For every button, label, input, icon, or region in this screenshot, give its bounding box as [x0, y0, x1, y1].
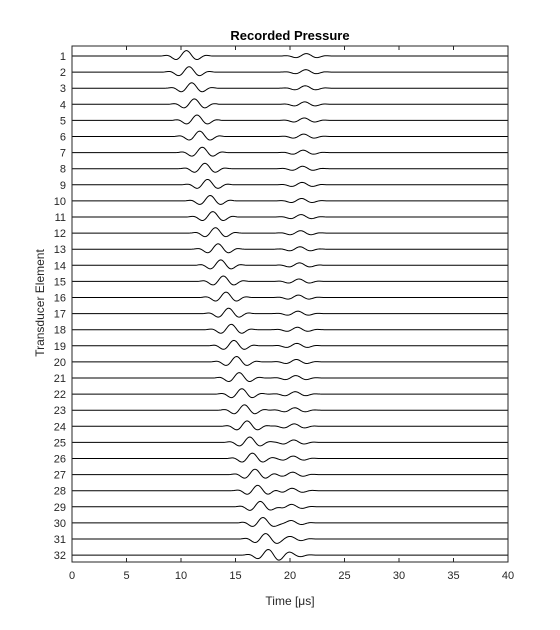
- trace-element-16: [72, 291, 508, 302]
- x-tick-label-0: 0: [69, 570, 75, 582]
- trace-element-32: [72, 548, 508, 561]
- x-tick-label-10: 10: [175, 570, 187, 582]
- y-tick-label-24: 24: [54, 421, 66, 433]
- y-tick-label-4: 4: [60, 99, 66, 111]
- y-tick-label-20: 20: [54, 357, 66, 369]
- y-tick-label-25: 25: [54, 437, 66, 449]
- y-tick-label-6: 6: [60, 132, 66, 144]
- trace-element-22: [72, 388, 508, 399]
- trace-element-15: [72, 275, 508, 286]
- trace-element-19: [72, 339, 508, 350]
- trace-element-25: [72, 436, 508, 447]
- y-tick-label-7: 7: [60, 148, 66, 160]
- trace-element-10: [72, 194, 508, 205]
- y-tick-label-2: 2: [60, 67, 66, 79]
- chart-title: Recorded Pressure: [230, 28, 349, 43]
- y-tick-label-22: 22: [54, 389, 66, 401]
- y-tick-label-1: 1: [60, 51, 66, 63]
- y-tick-label-14: 14: [54, 260, 66, 272]
- trace-element-7: [72, 146, 508, 157]
- trace-element-13: [72, 243, 508, 254]
- trace-element-31: [72, 533, 508, 544]
- trace-element-9: [72, 178, 508, 189]
- y-tick-label-30: 30: [54, 518, 66, 530]
- trace-element-24: [72, 420, 508, 431]
- x-axis-label: Time [μs]: [265, 594, 314, 608]
- trace-element-2: [72, 66, 508, 77]
- y-tick-label-9: 9: [60, 180, 66, 192]
- trace-element-3: [72, 82, 508, 93]
- trace-element-28: [72, 484, 508, 495]
- y-tick-label-3: 3: [60, 83, 66, 95]
- plot-frame: [71, 45, 509, 563]
- trace-element-8: [72, 162, 508, 173]
- trace-element-21: [72, 372, 508, 383]
- y-tick-label-31: 31: [54, 534, 66, 546]
- y-tick-label-18: 18: [54, 325, 66, 337]
- y-tick-label-5: 5: [60, 115, 66, 127]
- x-tick-label-15: 15: [229, 570, 241, 582]
- y-tick-label-15: 15: [54, 276, 66, 288]
- y-tick-label-8: 8: [60, 164, 66, 176]
- y-tick-label-17: 17: [54, 309, 66, 321]
- trace-element-29: [72, 500, 508, 511]
- x-tick-label-40: 40: [502, 570, 514, 582]
- trace-element-4: [72, 98, 508, 109]
- y-tick-label-28: 28: [54, 486, 66, 498]
- x-tick-label-5: 5: [123, 570, 129, 582]
- trace-group: [72, 50, 508, 561]
- y-tick-labels: 1234567891011121314151617181920212223242…: [54, 51, 66, 562]
- x-ticks: 0 5 10 15 20 25 30 35 40: [69, 46, 514, 582]
- x-tick-label-30: 30: [393, 570, 405, 582]
- trace-element-30: [72, 516, 508, 527]
- trace-element-5: [72, 114, 508, 125]
- y-tick-label-23: 23: [54, 405, 66, 417]
- y-tick-label-32: 32: [54, 550, 66, 562]
- y-tick-label-21: 21: [54, 373, 66, 385]
- trace-element-17: [72, 307, 508, 318]
- y-tick-label-16: 16: [54, 293, 66, 305]
- x-tick-label-25: 25: [338, 570, 350, 582]
- y-tick-label-27: 27: [54, 470, 66, 482]
- trace-element-6: [72, 130, 508, 141]
- y-tick-label-13: 13: [54, 244, 66, 256]
- trace-element-18: [72, 323, 508, 334]
- x-tick-label-20: 20: [284, 570, 296, 582]
- x-tick-label-35: 35: [447, 570, 459, 582]
- trace-element-14: [72, 259, 508, 270]
- y-tick-label-19: 19: [54, 341, 66, 353]
- trace-element-26: [72, 452, 508, 463]
- trace-element-20: [72, 356, 508, 366]
- y-tick-label-10: 10: [54, 196, 66, 208]
- y-tick-label-26: 26: [54, 454, 66, 466]
- trace-element-23: [72, 404, 508, 415]
- y-axis-label: Transducer Element: [33, 249, 47, 357]
- axes-frame: [71, 45, 509, 563]
- trace-element-27: [72, 468, 508, 479]
- trace-element-11: [72, 211, 508, 222]
- trace-element-12: [72, 227, 508, 238]
- trace-element-1: [72, 50, 508, 61]
- y-tick-label-12: 12: [54, 228, 66, 240]
- y-tick-label-11: 11: [55, 212, 66, 224]
- y-tick-label-29: 29: [54, 502, 66, 514]
